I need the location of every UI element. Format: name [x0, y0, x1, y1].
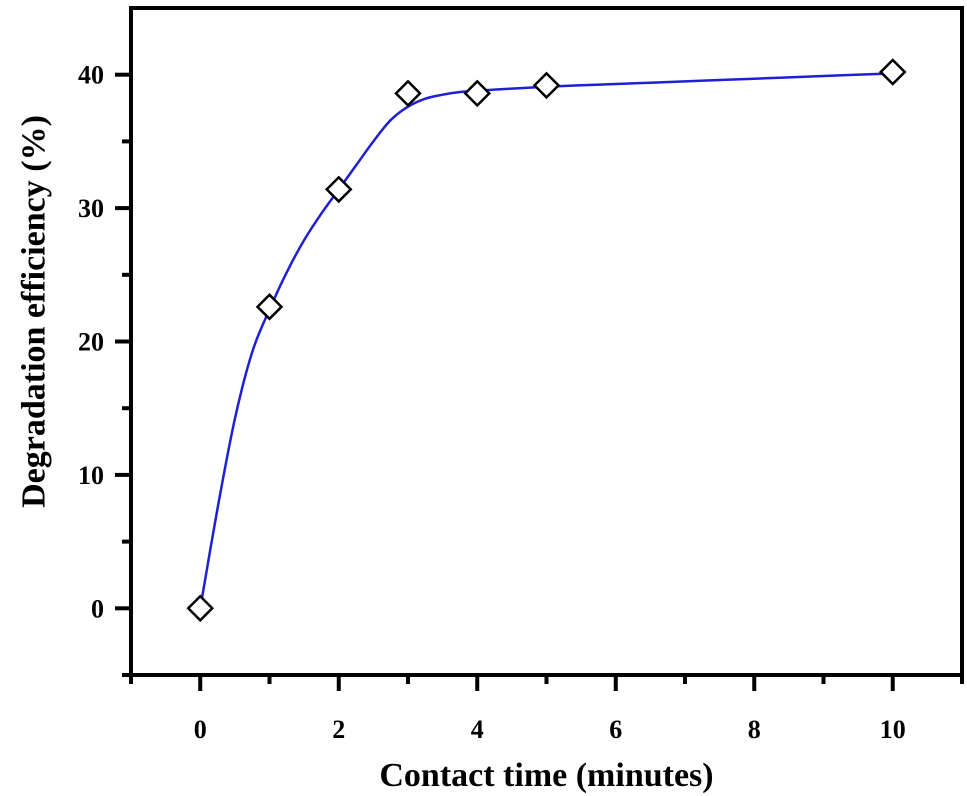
- data-point-marker: [255, 293, 284, 321]
- fit-curve: [199, 72, 893, 609]
- x-axis-title: Contact time (minutes): [379, 757, 713, 794]
- data-point-marker: [186, 594, 215, 623]
- x-axis: 0 2 4 6 8 10: [129, 675, 964, 744]
- data-point-marker: [878, 58, 907, 86]
- y-tick-label: 40: [78, 61, 104, 90]
- y-axis-title: Degradation efficiency (%): [16, 115, 53, 508]
- data-point-marker: [532, 71, 561, 100]
- x-tick-label: 2: [332, 715, 345, 744]
- y-tick-label: 30: [78, 194, 104, 223]
- x-tick-label: 4: [471, 715, 484, 744]
- y-axis: 0 10 20 30 40: [78, 61, 131, 677]
- data-point-marker: [394, 79, 422, 108]
- data-point-marker: [463, 79, 492, 108]
- y-tick-label: 20: [78, 328, 104, 357]
- x-tick-label: 6: [609, 715, 622, 744]
- y-tick-label: 0: [91, 594, 104, 623]
- data-point-marker: [324, 175, 353, 204]
- x-tick-label: 0: [194, 715, 207, 744]
- y-tick-label: 10: [78, 461, 104, 490]
- x-tick-label: 8: [748, 715, 761, 744]
- data-markers: [186, 58, 907, 623]
- x-tick-label: 10: [880, 715, 906, 744]
